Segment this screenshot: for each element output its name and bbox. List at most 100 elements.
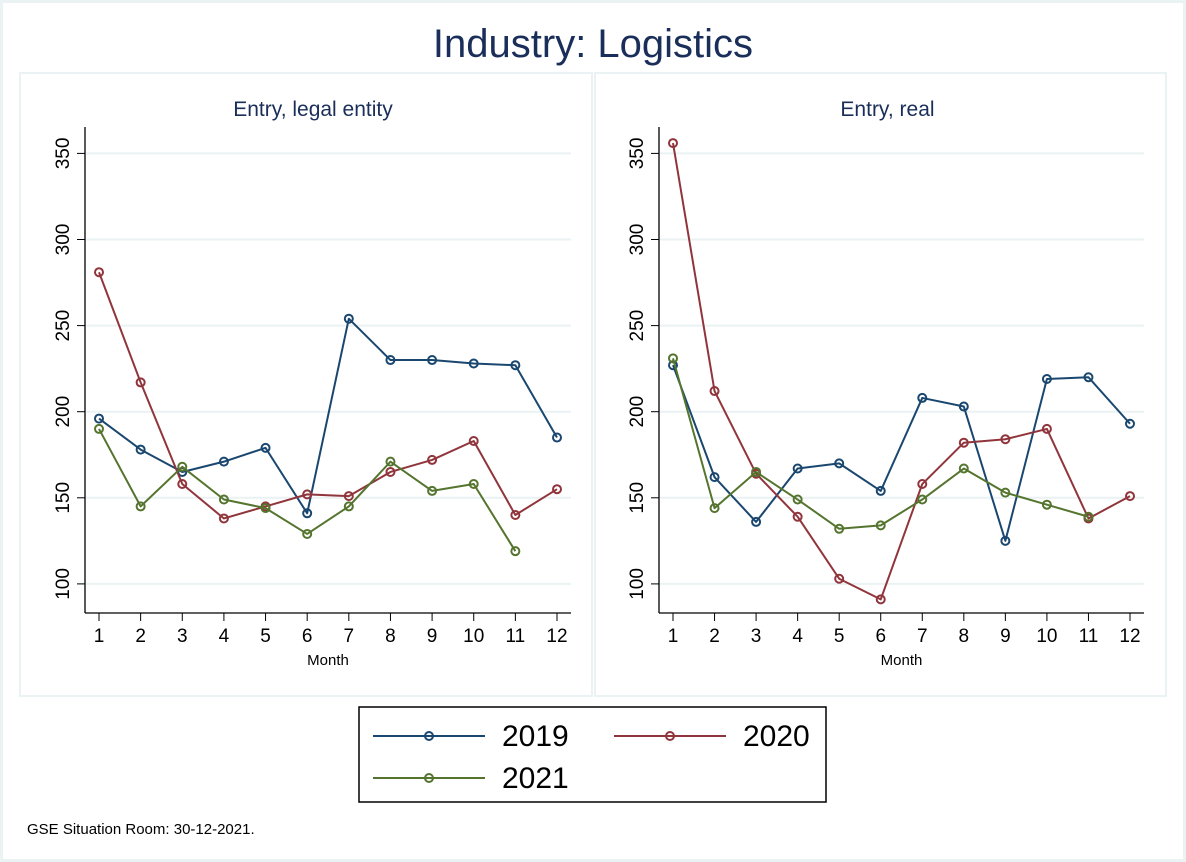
series-line-2020 <box>98 271 558 520</box>
data-point-2019-m6 <box>875 485 886 496</box>
x-tick-label: 9 <box>427 626 438 647</box>
y-tick-label: 250 <box>627 310 648 342</box>
x-tick-label: 9 <box>1000 626 1011 647</box>
x-tick-label: 7 <box>917 626 928 647</box>
series-line-2019 <box>672 364 1131 542</box>
x-tick-label: 6 <box>875 626 886 647</box>
data-point-2020-m1 <box>668 138 678 149</box>
data-point-2019-m10 <box>1041 373 1052 384</box>
data-point-2020-m12 <box>1125 491 1135 502</box>
x-tick-label: 4 <box>792 626 803 647</box>
data-point-2021-m7 <box>343 501 354 512</box>
y-tick-label: 350 <box>627 138 648 170</box>
x-tick-label: 8 <box>959 626 970 647</box>
data-point-2021-m10 <box>468 479 479 490</box>
data-point-2019-m1 <box>94 413 104 424</box>
data-point-2021-m1 <box>94 423 104 434</box>
data-point-2020-m6 <box>302 489 313 500</box>
x-tick-label: 11 <box>505 626 525 647</box>
legend-box <box>358 706 827 803</box>
data-point-2020-m9 <box>427 454 438 465</box>
y-tick-label: 200 <box>627 396 648 428</box>
x-tick-label: 10 <box>463 626 484 647</box>
data-point-2019-m6 <box>302 508 313 519</box>
data-point-2019-m8 <box>385 355 396 366</box>
data-point-2021-m6 <box>302 528 313 539</box>
data-point-2021-m3 <box>751 466 762 477</box>
y-tick-label: 200 <box>53 396 74 428</box>
series-line-2020 <box>672 142 1131 601</box>
panel-frame <box>19 72 593 697</box>
legend-entry-2021: 2021 <box>373 762 569 795</box>
legend-label: 2019 <box>502 720 569 753</box>
series-line-2021 <box>98 428 517 552</box>
y-tick-label: 350 <box>53 138 74 170</box>
x-tick-label: 1 <box>94 626 105 647</box>
x-tick-label: 12 <box>546 626 567 647</box>
x-tick-label: 5 <box>834 626 845 647</box>
figure-title: Industry: Logistics <box>433 22 753 66</box>
data-point-2019-m7 <box>343 313 354 324</box>
x-tick-label: 6 <box>302 626 313 647</box>
series-line-2021 <box>672 358 1089 530</box>
data-point-2019-m5 <box>260 442 271 453</box>
data-point-2021-m2 <box>135 501 146 512</box>
data-point-2020-m5 <box>834 573 845 584</box>
data-point-2021-m11 <box>510 546 521 557</box>
data-point-2020-m3 <box>177 479 188 490</box>
data-point-2021-m5 <box>260 503 271 514</box>
legend: 2019 2020 2021 <box>358 706 827 803</box>
x-tick-label: 7 <box>344 626 355 647</box>
data-point-2020-m7 <box>343 491 354 502</box>
data-point-2019-m12 <box>552 432 562 443</box>
legend-label: 2020 <box>743 720 810 753</box>
x-tick-label: 2 <box>135 626 146 647</box>
data-point-2020-m4 <box>792 511 803 522</box>
data-point-2021-m5 <box>834 523 845 534</box>
y-tick-label: 100 <box>627 568 648 600</box>
data-point-2021-m4 <box>218 494 229 505</box>
data-point-2019-m4 <box>792 463 803 474</box>
data-point-2020-m2 <box>709 386 720 397</box>
data-point-2020-m4 <box>218 513 229 524</box>
data-point-2019-m11 <box>510 360 521 371</box>
data-point-2019-m12 <box>1125 418 1135 429</box>
data-point-2021-m11 <box>1083 511 1094 522</box>
series-2021 <box>94 423 521 557</box>
data-point-2021-m2 <box>709 503 720 514</box>
data-point-2019-m9 <box>1000 535 1011 546</box>
data-point-2020-m12 <box>552 484 562 495</box>
data-point-2019-m11 <box>1083 372 1094 383</box>
x-tick-label: 5 <box>260 626 271 647</box>
data-point-2020-m9 <box>1000 434 1011 445</box>
data-point-2020-m11 <box>510 510 521 521</box>
legend-entry-2020: 2020 <box>614 720 810 753</box>
data-point-2021-m1 <box>668 353 678 364</box>
x-tick-label: 3 <box>751 626 762 647</box>
x-tick-label: 1 <box>668 626 679 647</box>
data-point-2021-m4 <box>792 494 803 505</box>
data-point-2019-m7 <box>917 392 928 403</box>
panel-frame <box>594 72 1167 697</box>
data-point-2020-m1 <box>94 267 104 278</box>
data-point-2021-m8 <box>385 456 396 467</box>
data-point-2019-m8 <box>958 401 969 412</box>
y-tick-label: 250 <box>53 310 74 342</box>
data-point-2020-m2 <box>135 377 146 388</box>
y-tick-label: 150 <box>627 482 648 514</box>
x-axis-label: Month <box>307 652 349 669</box>
series-2019 <box>668 360 1135 546</box>
data-point-2021-m10 <box>1041 499 1052 510</box>
data-point-2020-m10 <box>468 435 479 446</box>
panel-title: Entry, real <box>840 98 934 121</box>
legend-entry-2019: 2019 <box>373 720 569 753</box>
data-point-2020-m7 <box>917 479 928 490</box>
data-point-2021-m9 <box>1000 487 1011 498</box>
data-point-2019-m5 <box>834 458 845 469</box>
figure-note: GSE Situation Room: 30-12-2021. <box>27 821 255 838</box>
series-2020 <box>94 267 562 524</box>
x-tick-label: 11 <box>1079 626 1099 647</box>
data-point-2020-m8 <box>385 466 396 477</box>
